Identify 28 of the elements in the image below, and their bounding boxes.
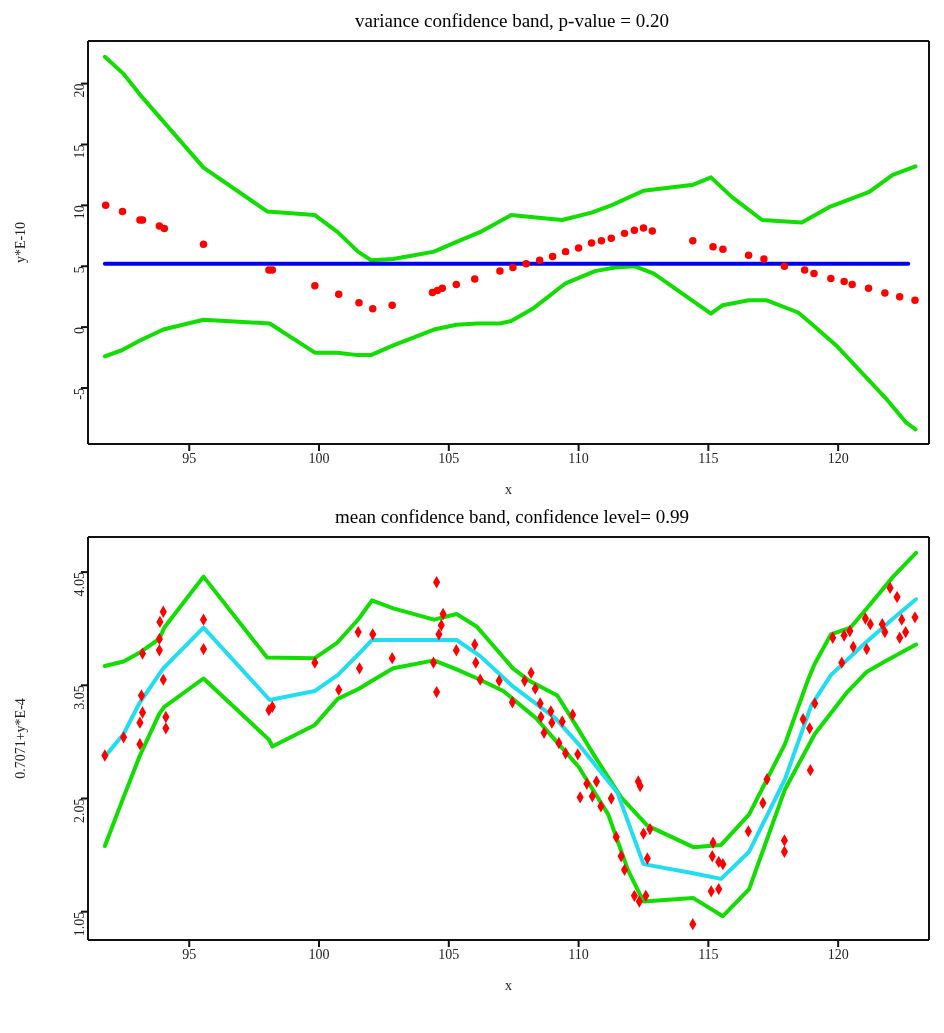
y-tick-label: 0: [71, 327, 87, 335]
y-tick-label: 4.05: [71, 572, 87, 597]
x-tick-label: 120: [827, 450, 849, 466]
y-tick-label: 10: [71, 205, 87, 220]
x-axis-title: x: [505, 978, 512, 993]
y-tick-label: -5: [71, 387, 87, 400]
y-axis-title: y*E-10: [12, 221, 28, 264]
chart-title: variance confidence band, p-value = 0.20: [353, 9, 671, 33]
y-tick-label: 20: [71, 83, 87, 98]
y-tick-label: 1.05: [71, 911, 87, 937]
x-tick-label: 120: [827, 946, 849, 962]
x-tick-label: 100: [308, 450, 330, 466]
x-tick-label: 115: [698, 946, 719, 962]
x-tick-label: 115: [698, 450, 719, 466]
chart-title: mean confidence band, confidence level= 0.99: [333, 505, 691, 529]
x-tick-label: 95: [182, 450, 197, 466]
x-axis-title: x: [505, 482, 512, 497]
x-tick-label: 105: [438, 450, 460, 466]
y-tick-label: 5: [71, 266, 87, 274]
y-tick-label: 15: [71, 144, 87, 159]
y-axis-title: 0.7071+y*E-4: [12, 698, 28, 779]
x-tick-label: 105: [438, 946, 460, 962]
x-tick-label: 100: [308, 946, 330, 962]
y-tick-label: 3.05: [71, 685, 87, 710]
x-tick-label: 110: [568, 450, 589, 466]
x-tick-label: 110: [568, 946, 589, 962]
y-tick-label: 2.05: [71, 798, 87, 823]
x-tick-label: 95: [182, 946, 197, 962]
